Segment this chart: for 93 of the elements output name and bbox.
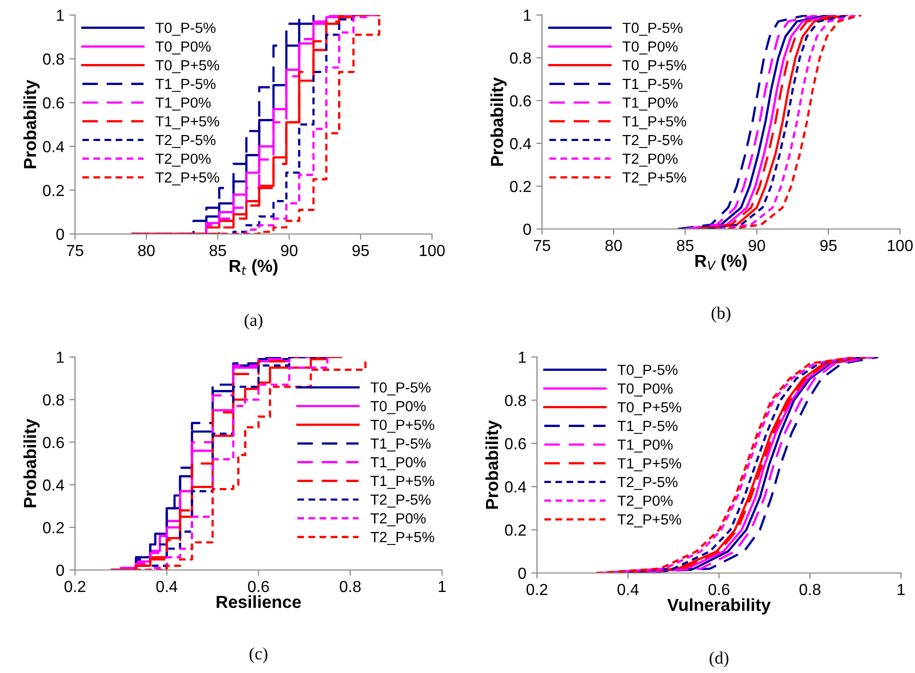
y-tick-label: 0.8 (43, 53, 64, 65)
text: (c) (250, 647, 268, 664)
y-tick-label: 0.2 (43, 184, 64, 196)
legend-label: T0_P0% (370, 400, 426, 414)
x-axis-title: R$_{t}$ (%) (230, 259, 278, 276)
legend-label: T0_P+5% (370, 420, 434, 433)
x-tick-label: 0.4 (156, 580, 178, 592)
legend-label: T0_P-5% (618, 364, 678, 378)
legend-label: T0_P-5% (370, 382, 431, 396)
y-tick-label: 0.6 (510, 95, 531, 107)
y-tick-label: 1 (518, 352, 526, 363)
x-tick-label: 1 (898, 584, 905, 595)
x-tick-label: 0.2 (64, 580, 86, 592)
legend-label: T1_P-5% (370, 438, 431, 452)
x-axis-title: R$_{V}$ (%) (695, 254, 747, 270)
legend-label: T0_P+5% (622, 60, 686, 74)
y-axis-title: Probability (23, 418, 40, 508)
y-tick-label: 0.8 (510, 52, 531, 64)
x-axis-title: Resilience (216, 595, 301, 608)
legend-label: T2_P0% (156, 154, 211, 167)
x-tick-label: 80 (605, 240, 622, 252)
y-tick-label: 0 (56, 228, 64, 240)
x-tick-label: 80 (138, 244, 155, 256)
legend-label: T2_P+5% (618, 514, 682, 528)
x-tick-label: 1 (438, 581, 446, 592)
x-tick-label: 100 (888, 240, 913, 252)
text: (b) (712, 306, 730, 322)
text: (d) (710, 652, 728, 668)
legend-label: T1_P-5% (618, 420, 678, 434)
x-tick-label: 0.8 (340, 580, 361, 592)
legend-label: T1_P0% (618, 439, 673, 453)
legend-label: T1_P-5% (622, 78, 682, 92)
y-tick-label: 1 (524, 10, 531, 21)
y-tick-label: 1 (56, 352, 64, 363)
y-tick-label: 0.6 (43, 97, 64, 109)
y-tick-label: 0 (518, 568, 526, 579)
x-tick-label: 95 (352, 244, 369, 256)
legend-label: T2_P-5% (622, 134, 682, 148)
legend-label: T0_P-5% (622, 22, 682, 36)
legend-label: T1_P+5% (156, 116, 220, 130)
x-tick-label: 90 (748, 240, 766, 252)
y-tick-label: 0 (56, 564, 64, 576)
legend-label: T2_P+5% (370, 532, 434, 545)
x-tick-label: 0.6 (248, 580, 269, 592)
legend-label: T0_P+5% (618, 402, 682, 416)
legend-label: T1_P0% (622, 97, 678, 111)
legend-label: T1_P0% (156, 97, 211, 111)
legend-label: T0_P0% (618, 383, 673, 396)
legend-label: T1_P+5% (618, 458, 682, 472)
y-tick-label: 0.4 (510, 138, 532, 150)
legend-label: T0_P0% (156, 41, 211, 54)
x-tick-label: 85 (210, 244, 226, 256)
x-tick-label: 75 (66, 245, 84, 256)
text: (a) (244, 314, 262, 330)
legend-label: T1_P0% (370, 457, 426, 470)
y-tick-label: 0.6 (43, 436, 64, 448)
y-tick-label: 0.6 (505, 438, 526, 450)
legend-label: T2_P0% (618, 496, 673, 509)
x-tick-label: 85 (677, 240, 694, 252)
x-tick-label: 0.4 (618, 584, 639, 596)
legend-label: T2_P-5% (618, 476, 678, 490)
y-tick-label: 0.4 (505, 481, 526, 493)
y-tick-label: 1 (56, 10, 64, 21)
y-tick-label: 0.8 (43, 394, 64, 406)
x-tick-label: 0.8 (800, 584, 820, 596)
y-axis-title: Probability (490, 77, 507, 166)
legend-label: T2_P0% (622, 154, 678, 167)
legend-label: T1_P+5% (622, 116, 686, 130)
legend-label: T2_P0% (370, 513, 426, 526)
y-axis-title: Probability (23, 80, 40, 168)
legend-label: T2_P-5% (156, 134, 216, 148)
legend-label: T2_P+5% (156, 172, 220, 186)
x-tick-label: 95 (820, 240, 837, 252)
x-axis-title: Vulnerability (667, 598, 771, 614)
y-tick-label: 0.2 (505, 524, 526, 536)
y-tick-label: 0.2 (510, 180, 531, 192)
legend-label: T2_P-5% (370, 494, 431, 508)
x-tick-label: 100 (420, 244, 445, 256)
x-tick-label: 75 (534, 240, 550, 252)
y-axis-title: Probability (485, 420, 502, 509)
legend-label: T1_P+5% (370, 476, 434, 489)
y-tick-label: 0 (523, 224, 531, 235)
y-tick-label: 0.4 (43, 479, 64, 491)
legend-label: T0_P-5% (156, 22, 216, 36)
legend-label: T2_P+5% (622, 172, 686, 186)
y-tick-label: 0.8 (505, 394, 526, 406)
legend-label: T0_P+5% (156, 60, 220, 74)
x-tick-label: 90 (281, 244, 298, 256)
y-tick-label: 0.4 (43, 141, 64, 152)
x-tick-label: 0.6 (708, 584, 730, 596)
y-tick-label: 0.2 (43, 522, 64, 534)
legend-label: T1_P-5% (156, 78, 216, 92)
legend-label: T0_P0% (622, 41, 678, 54)
